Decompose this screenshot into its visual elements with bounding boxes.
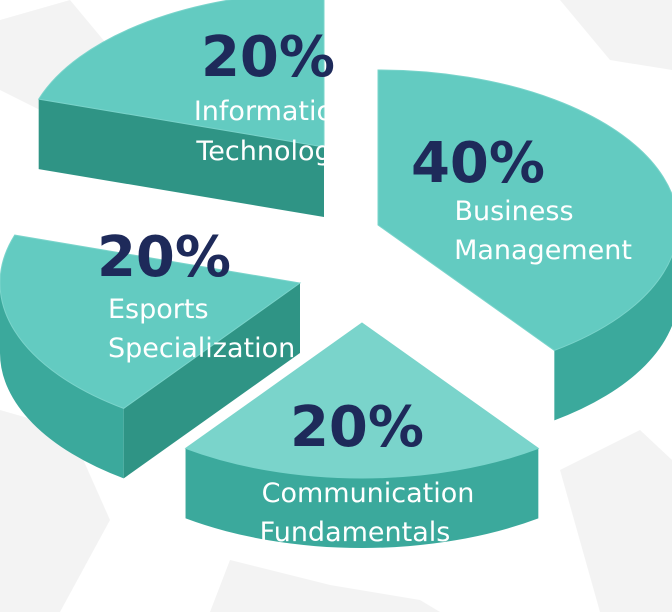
slice-information-technology-label-line-2: Technology [195,136,347,167]
pie-slice-top [184,322,540,479]
slice-information-technology: 20% Information Technology [194,25,350,167]
pie-slice [37,0,325,217]
slice-communication-fundamentals: 20% Communication Fundamentals [260,395,475,548]
pie-slice [184,322,540,548]
pie-slice-side [554,255,672,421]
slice-business-management: 40% Business Management [411,131,632,266]
slice-esports-specialization-label-line-1: Esports [108,294,209,325]
slice-information-technology-label-line-1: Information [194,96,350,127]
pie-slice-side [185,448,539,548]
slice-business-management-label-line-1: Business [454,196,573,227]
pie-slice-top [377,69,672,351]
pie-slice [377,69,672,421]
slice-esports-specialization-label-line-2: Specialization [108,333,295,364]
slice-communication-fundamentals-percent: 20% [290,395,424,460]
slice-esports-specialization-percent: 20% [97,225,231,290]
map-patch [560,430,672,612]
slice-business-management-percent: 40% [411,131,545,196]
pie-slice-top [37,0,325,148]
slice-business-management-label-line-2: Management [454,235,632,266]
pie-slice-inner-wall [38,99,324,217]
pie-slice [0,234,302,479]
pie-slice-top [0,234,302,409]
pie-slice-side [0,283,124,479]
slice-information-technology-percent: 20% [201,25,335,90]
map-patch [0,410,110,612]
map-patch [560,0,672,70]
map-patch [210,560,440,612]
slice-esports-specialization: 20% Esports Specialization [97,225,295,364]
pie-slices [0,0,672,548]
slice-communication-fundamentals-label-line-2: Fundamentals [260,517,451,548]
slice-communication-fundamentals-label-line-1: Communication [262,478,475,509]
